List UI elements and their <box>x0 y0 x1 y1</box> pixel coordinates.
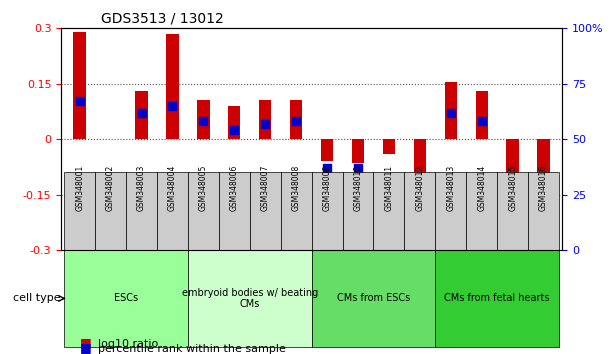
FancyBboxPatch shape <box>528 172 559 250</box>
FancyBboxPatch shape <box>280 172 312 250</box>
FancyBboxPatch shape <box>64 172 95 250</box>
Point <box>446 110 456 115</box>
Text: GSM348012: GSM348012 <box>415 165 425 211</box>
FancyBboxPatch shape <box>435 172 466 250</box>
Point <box>260 121 270 126</box>
Point <box>75 99 84 104</box>
Bar <box>445 82 457 139</box>
Point <box>508 207 518 213</box>
FancyBboxPatch shape <box>497 172 528 250</box>
FancyBboxPatch shape <box>188 172 219 250</box>
Bar <box>166 34 178 139</box>
Point <box>199 119 208 124</box>
Text: GSM348002: GSM348002 <box>106 165 115 211</box>
Point <box>477 119 486 124</box>
Text: CMs from ESCs: CMs from ESCs <box>337 293 410 303</box>
Point <box>384 176 394 182</box>
Text: GSM348007: GSM348007 <box>261 165 269 211</box>
Text: GSM348014: GSM348014 <box>477 165 486 211</box>
Text: GSM348001: GSM348001 <box>75 165 84 211</box>
Text: GSM348005: GSM348005 <box>199 165 208 211</box>
FancyBboxPatch shape <box>435 250 559 347</box>
FancyBboxPatch shape <box>219 172 250 250</box>
Text: GSM348009: GSM348009 <box>323 165 332 211</box>
Point <box>291 119 301 124</box>
Point <box>353 165 363 171</box>
FancyBboxPatch shape <box>404 172 435 250</box>
Point <box>322 165 332 171</box>
FancyBboxPatch shape <box>95 172 126 250</box>
FancyBboxPatch shape <box>157 172 188 250</box>
Text: GSM348006: GSM348006 <box>230 165 239 211</box>
Text: GSM348004: GSM348004 <box>168 165 177 211</box>
Text: GSM348013: GSM348013 <box>446 165 455 211</box>
Bar <box>352 139 364 163</box>
Text: log10 ratio: log10 ratio <box>98 339 158 349</box>
Text: ■: ■ <box>79 341 91 354</box>
Point <box>137 110 147 115</box>
Text: GSM348011: GSM348011 <box>384 165 393 211</box>
Bar <box>228 106 241 139</box>
Text: GSM348003: GSM348003 <box>137 165 146 211</box>
FancyBboxPatch shape <box>250 172 280 250</box>
Text: percentile rank within the sample: percentile rank within the sample <box>98 344 285 354</box>
Bar <box>259 100 271 139</box>
Bar <box>290 100 302 139</box>
Bar <box>414 139 426 187</box>
FancyBboxPatch shape <box>343 172 373 250</box>
FancyBboxPatch shape <box>373 172 404 250</box>
Point <box>106 174 115 179</box>
Bar <box>73 32 86 139</box>
FancyBboxPatch shape <box>312 250 435 347</box>
Text: GDS3513 / 13012: GDS3513 / 13012 <box>101 12 224 26</box>
Bar <box>538 139 550 254</box>
Point <box>167 103 177 109</box>
Bar <box>382 139 395 154</box>
Text: GSM348010: GSM348010 <box>354 165 362 211</box>
Bar <box>321 139 333 161</box>
Bar <box>475 91 488 139</box>
FancyBboxPatch shape <box>466 172 497 250</box>
Text: CMs from fetal hearts: CMs from fetal hearts <box>444 293 550 303</box>
Point <box>539 210 549 215</box>
Bar <box>135 91 148 139</box>
Bar <box>507 139 519 228</box>
FancyBboxPatch shape <box>312 172 343 250</box>
FancyBboxPatch shape <box>126 172 157 250</box>
Text: cell type: cell type <box>13 293 60 303</box>
Text: embryoid bodies w/ beating
CMs: embryoid bodies w/ beating CMs <box>181 288 318 309</box>
Text: ESCs: ESCs <box>114 293 138 303</box>
Text: GSM348015: GSM348015 <box>508 165 517 211</box>
Text: GSM348016: GSM348016 <box>539 165 548 211</box>
FancyBboxPatch shape <box>188 250 312 347</box>
Point <box>229 127 239 133</box>
Point <box>415 185 425 191</box>
Text: ■: ■ <box>79 336 91 349</box>
Bar <box>197 100 210 139</box>
Text: GSM348008: GSM348008 <box>291 165 301 211</box>
FancyBboxPatch shape <box>64 250 188 347</box>
